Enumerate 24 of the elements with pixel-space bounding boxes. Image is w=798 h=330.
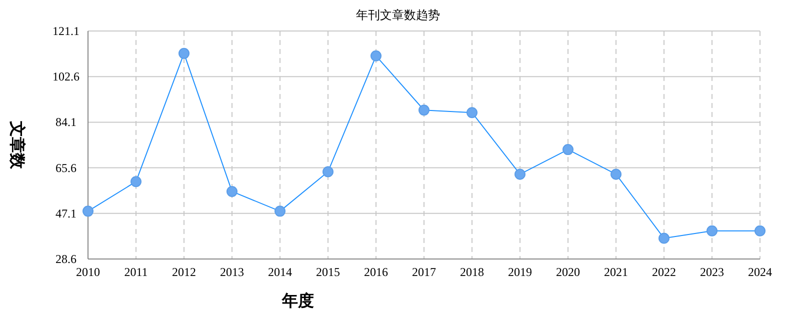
x-tick-label: 2017 xyxy=(412,265,436,279)
y-tick-label: 84.1 xyxy=(56,115,76,130)
x-tick-label: 2011 xyxy=(124,265,148,279)
x-tick-label: 2022 xyxy=(652,265,676,279)
x-tick-label: 2010 xyxy=(76,265,100,279)
x-tick-label: 2016 xyxy=(364,265,388,279)
x-tick-label: 2018 xyxy=(460,265,484,279)
x-tick-label: 2023 xyxy=(700,265,724,279)
x-tick-label: 2013 xyxy=(220,265,244,279)
x-tick-label: 2014 xyxy=(268,265,292,279)
x-tick-label: 2015 xyxy=(316,265,340,279)
y-tick-label: 28.6 xyxy=(56,252,76,266)
x-axis-title: 年度 xyxy=(281,291,314,310)
x-tick-label: 2021 xyxy=(604,265,628,279)
y-tick-label: 121.1 xyxy=(52,24,80,38)
y-axis-title: 文章数 xyxy=(8,120,26,170)
x-tick-label: 2019 xyxy=(508,265,532,279)
y-tick-label: 47.1 xyxy=(56,206,76,220)
x-tick-label: 2024 xyxy=(748,265,772,279)
x-tick-label: 2012 xyxy=(172,265,196,279)
y-tick-label: 102.6 xyxy=(52,70,80,84)
x-tick-label: 2020 xyxy=(556,265,580,279)
y-tick-label: 65.6 xyxy=(56,160,76,175)
chart-title: 年刊文章数趋势 xyxy=(356,8,440,22)
